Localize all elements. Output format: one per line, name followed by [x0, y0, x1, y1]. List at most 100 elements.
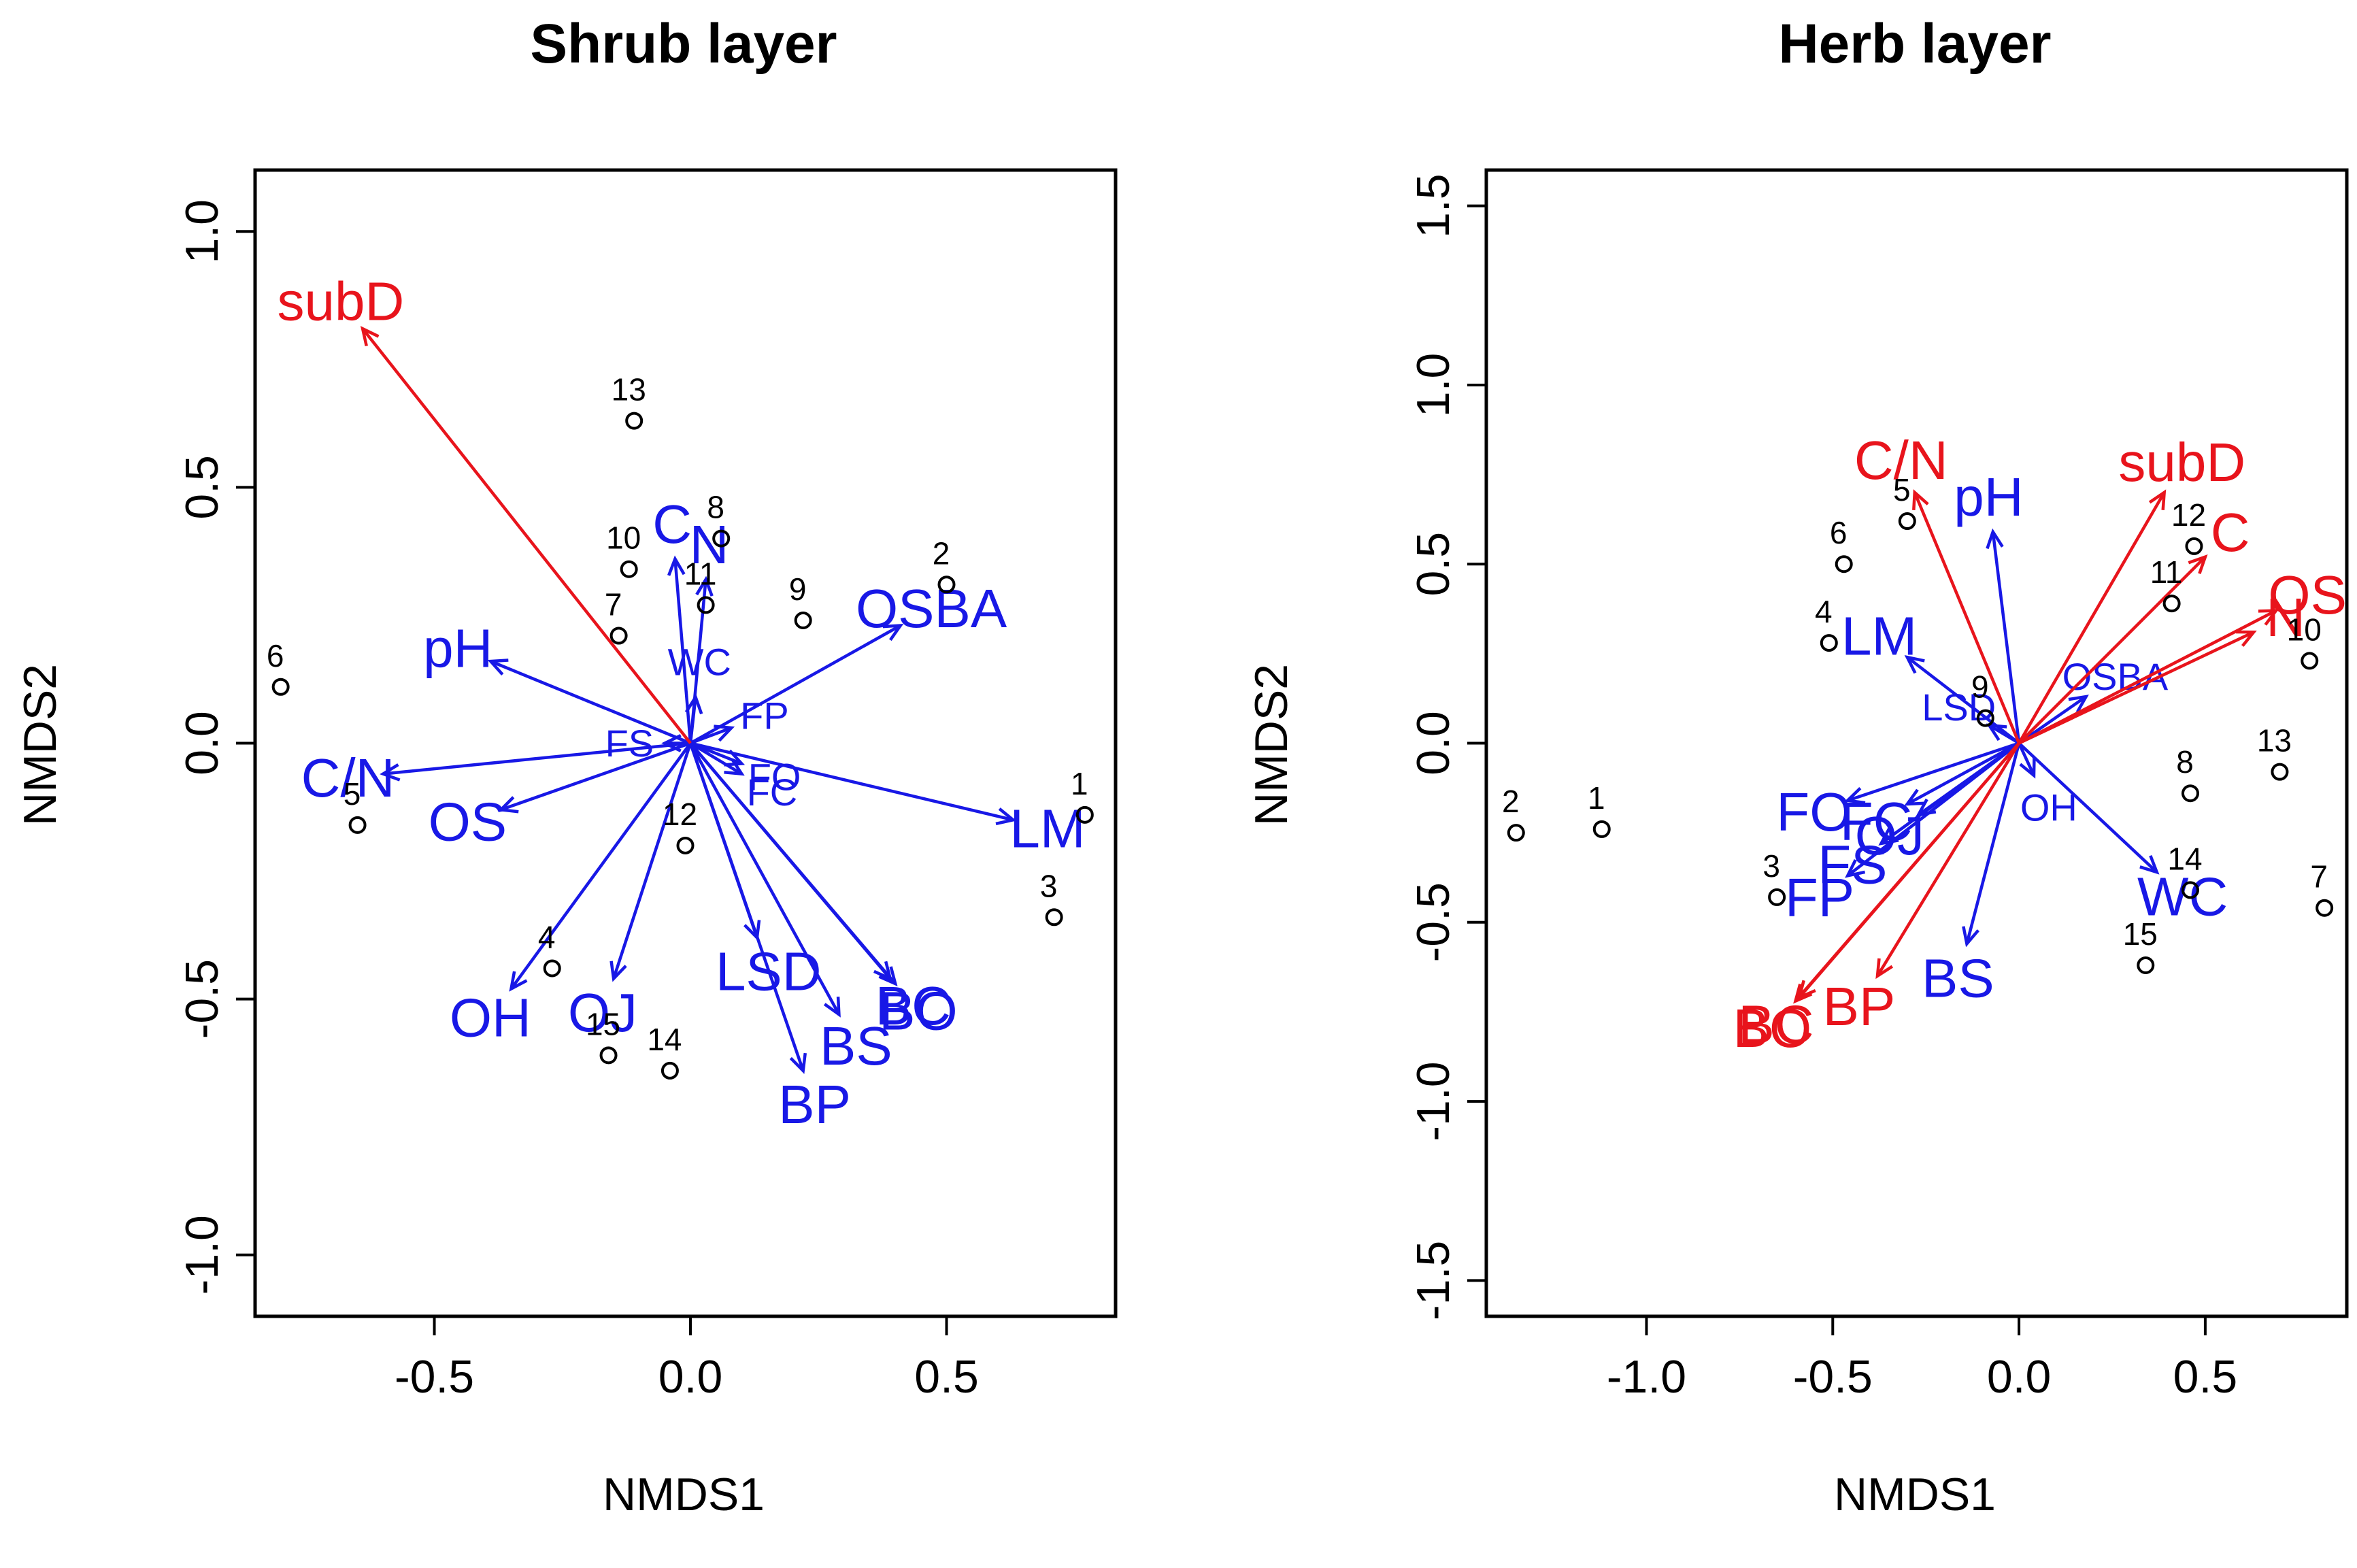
vector-arrow-ph [490, 660, 691, 745]
vector-arrow-bo [1794, 742, 2020, 1003]
y-tick-label: 1.5 [1407, 173, 1459, 238]
y-tick-label: -0.5 [1407, 882, 1459, 962]
site-label-7: 7 [605, 587, 622, 622]
site-point-15 [599, 1046, 618, 1065]
x-tick-label: 0.5 [914, 1351, 979, 1403]
vector-arrow-bp [1876, 742, 2021, 977]
x-axis-label: NMDS1 [603, 1469, 765, 1520]
y-axis-label: NMDS2 [1246, 664, 1297, 826]
site-point-11 [697, 596, 715, 614]
vector-arrowhead-wc [2139, 854, 2160, 875]
x-tick-label: -0.5 [395, 1351, 474, 1403]
vector-arrowhead-c-n [380, 763, 401, 782]
vector-arrow-c [673, 558, 692, 744]
site-point-6 [271, 678, 290, 696]
vector-label-lsd: LSD [1922, 686, 1996, 729]
site-label-14: 14 [647, 1022, 682, 1057]
site-label-5: 5 [344, 776, 361, 812]
site-label-13: 13 [2257, 723, 2292, 758]
vector-label-oj: OJ [568, 982, 637, 1043]
x-axis: -0.5 0.0 0.5 [395, 1316, 979, 1403]
site-label-6: 6 [1830, 515, 1848, 550]
site-label-2: 2 [1502, 784, 1520, 819]
x-tick-label: -1.0 [1607, 1351, 1686, 1403]
site-label-11: 11 [2150, 554, 2183, 590]
site-point-13 [2271, 763, 2289, 781]
site-point-5 [1898, 512, 1916, 531]
y-tick-label: 0.0 [1407, 711, 1459, 775]
x-axis: -1.0 -0.5 0.0 0.5 [1607, 1316, 2237, 1403]
vector-label-lm: LM [1009, 798, 1085, 858]
vector-arrowhead-bo [878, 966, 898, 986]
vector-arrow-os [500, 741, 691, 812]
site-point-11 [2162, 595, 2181, 613]
site-label-8: 8 [2176, 744, 2194, 780]
vector-arrowhead-fp [1845, 859, 1866, 878]
site-label-9: 9 [1971, 669, 1989, 705]
site-label-7: 7 [2310, 859, 2328, 895]
y-tick-label: -1.5 [1407, 1241, 1459, 1320]
site-label-1: 1 [1071, 766, 1088, 801]
vector-arrowhead-c [667, 555, 686, 576]
herb-layer-panel: Herb layer -1.0 -0.5 0.0 0.5 -1.5 -1.0 -0.5 0.… [1246, 13, 2349, 1520]
x-tick-label: 0.0 [1987, 1351, 2052, 1403]
vector-label-subd: subD [277, 271, 404, 331]
site-label-4: 4 [1815, 594, 1833, 629]
vector-arrowhead-bp [789, 1052, 807, 1074]
vector-label-os: OS [429, 792, 507, 852]
site-point-13 [625, 412, 643, 430]
vector-arrowhead-lm [1904, 654, 1925, 674]
vector-label-ph: pH [423, 618, 492, 678]
shrub-layer-panel: Shrub layer -0.5 0.0 0.5 -1.0 -0.5 0.0 0.5 1.0… [14, 13, 1118, 1520]
vector-label-bp: BP [1823, 976, 1896, 1037]
y-axis-label: NMDS2 [14, 664, 66, 826]
y-tick-label: -0.5 [176, 959, 228, 1039]
vector-arrowhead-wc [684, 693, 703, 715]
vector-label-oh: OH [450, 988, 531, 1048]
vector-label-bo: BO [879, 981, 958, 1041]
chart-title: Herb layer [1778, 13, 2051, 75]
vector-label-wc: WC [668, 641, 731, 684]
vector-arrow-bo [689, 742, 897, 985]
site-point-4 [1820, 634, 1838, 652]
site-point-7 [609, 627, 628, 645]
vector-arrowhead-osba [882, 623, 904, 641]
site-point-1 [1075, 805, 1094, 824]
vector-arrow-lm [1906, 656, 2020, 745]
vector-arrow-oh [2018, 742, 2036, 776]
site-point-2 [937, 576, 956, 594]
site-point-9 [794, 611, 812, 629]
vector-label-osba: OSBA [856, 578, 1007, 639]
site-label-3: 3 [1040, 868, 1058, 903]
vector-arrowhead-bs [1962, 926, 1979, 948]
vector-arrow-ph [1991, 531, 2021, 744]
vector-arrow-os [2018, 609, 2277, 745]
vector-label-fp: FP [740, 694, 789, 737]
site-point-10 [620, 560, 638, 578]
vector-label-bc: BC [1738, 995, 1813, 1055]
x-axis-label: NMDS1 [1834, 1469, 1996, 1520]
site-label-1: 1 [1588, 780, 1605, 816]
y-axis: -1.0 -0.5 0.0 0.5 1.0 [176, 199, 255, 1295]
vector-arrowhead-lm [995, 807, 1017, 826]
site-label-12: 12 [2171, 497, 2206, 533]
vector-arrow-bp [688, 742, 805, 1071]
vector-arrow-fc [1906, 741, 2020, 805]
vector-label-bs: BS [1922, 948, 1994, 1009]
vector-label-c: C [652, 494, 692, 554]
site-label-15: 15 [586, 1006, 620, 1041]
site-label-4: 4 [538, 919, 556, 954]
site-label-14: 14 [2167, 841, 2202, 876]
site-label-13: 13 [612, 372, 646, 407]
vector-label-oh: OH [2020, 786, 2077, 829]
y-tick-label: 1.0 [1407, 353, 1459, 418]
site-point-7 [2316, 899, 2334, 917]
site-point-3 [1768, 888, 1786, 906]
vector-arrow-bs [689, 742, 841, 1016]
vector-label-n: N [2266, 587, 2305, 648]
vector-arrowhead-osba [2068, 695, 2089, 713]
vector-label-c-n: C/N [1854, 430, 1948, 490]
site-label-10: 10 [2287, 612, 2322, 647]
site-point-15 [2137, 956, 2155, 974]
